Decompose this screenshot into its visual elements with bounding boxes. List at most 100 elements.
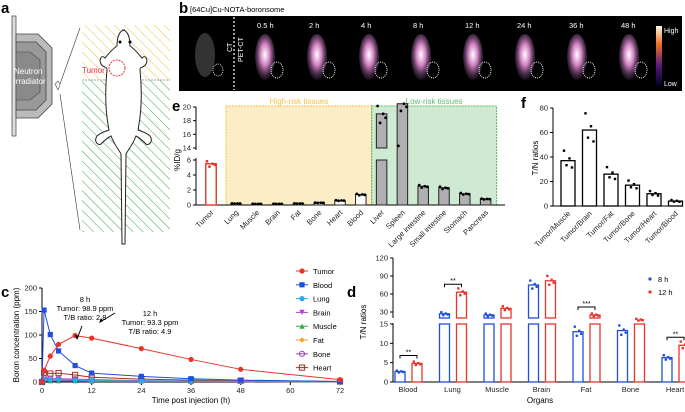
data-point — [259, 202, 263, 206]
data-point — [662, 353, 666, 357]
x-tick-label: 12 — [87, 386, 95, 395]
data-point — [417, 361, 420, 365]
data-point — [508, 308, 511, 311]
data-point — [627, 179, 630, 182]
data-point — [672, 200, 676, 203]
data-point — [417, 183, 421, 187]
irradiator-label-1: Neutron — [14, 67, 42, 76]
data-point — [639, 318, 642, 321]
data-point — [138, 373, 144, 379]
x-tick-label: Muscle — [485, 385, 509, 394]
legend-marker — [648, 277, 652, 281]
data-point — [618, 324, 621, 327]
timepoint-label: 36 h — [569, 21, 584, 30]
series-line — [41, 378, 341, 383]
data-point — [55, 348, 62, 354]
petct-label: PET-CT — [238, 36, 245, 62]
tumor-label: Tumor — [82, 66, 105, 75]
data-point — [188, 376, 194, 382]
y-tick-label: 15 — [380, 320, 388, 329]
y-tick-label: 0 — [33, 378, 37, 387]
y-tick-label: 18 — [183, 116, 191, 125]
data-point — [670, 198, 673, 202]
data-point — [213, 163, 217, 167]
pet-image — [411, 34, 431, 80]
data-point — [233, 202, 236, 206]
data-point — [395, 369, 399, 372]
significance-label: ** — [406, 349, 412, 356]
data-point — [337, 199, 340, 203]
data-point — [624, 331, 627, 334]
data-point — [459, 191, 463, 195]
legend-marker — [299, 323, 305, 329]
bar — [581, 129, 598, 207]
data-point — [597, 314, 600, 317]
data-point — [256, 202, 260, 206]
legend-marker — [299, 282, 305, 288]
data-point — [675, 199, 679, 203]
x-tick-label: Lung — [222, 208, 240, 226]
significance-bracket — [666, 336, 685, 341]
data-point — [444, 186, 447, 190]
tumor-marker — [108, 59, 126, 77]
data-point — [208, 165, 211, 169]
data-point — [552, 281, 555, 284]
legend-marker — [299, 296, 305, 302]
data-point — [577, 329, 581, 333]
y-tick-label: 16 — [183, 130, 191, 139]
annotation-text: Tumor: 93.3 ppm — [122, 318, 179, 327]
bar — [603, 173, 619, 207]
data-point — [446, 313, 450, 316]
data-point — [412, 360, 415, 363]
data-point — [586, 136, 590, 139]
tumor-outline — [426, 61, 440, 79]
significance-label: ** — [450, 278, 456, 285]
data-point — [384, 116, 387, 120]
x-tick-label: Brain — [263, 208, 282, 227]
data-point — [531, 287, 534, 290]
bar — [667, 200, 684, 207]
series-line — [41, 372, 341, 383]
panel-label-a: a — [1, 0, 10, 17]
bar-lower — [500, 323, 512, 383]
data-point — [138, 378, 144, 384]
ct-image — [195, 33, 215, 77]
data-point — [357, 193, 361, 197]
data-point — [464, 192, 468, 196]
data-point — [637, 319, 640, 322]
data-point — [651, 193, 654, 197]
annotation-text: Tumor: 98.9 ppm — [57, 304, 114, 313]
risk-group-label: High-risk tissues — [270, 97, 329, 106]
data-point — [485, 197, 489, 201]
bar — [375, 113, 388, 149]
y-tick-label: 6 — [187, 156, 191, 165]
panel-label-f: f — [521, 95, 527, 112]
timepoint-label: 0.5 h — [257, 21, 274, 30]
data-point — [546, 274, 549, 278]
legend-marker — [648, 290, 652, 294]
risk-group-box — [225, 105, 373, 206]
data-point — [592, 315, 595, 318]
data-point — [360, 193, 364, 196]
x-tick-label: Fat — [581, 385, 593, 394]
data-point — [461, 193, 465, 196]
data-point — [668, 357, 672, 360]
legend-label: Fat — [313, 336, 325, 345]
x-tick-label: 72 — [336, 386, 344, 395]
x-tick-label: Heart — [666, 385, 685, 394]
bar — [624, 184, 641, 207]
bar — [479, 198, 492, 206]
data-point — [138, 346, 144, 352]
data-point — [340, 199, 343, 202]
data-point — [72, 362, 78, 369]
data-point — [89, 370, 95, 376]
bar — [292, 203, 305, 206]
y-tick-label: 200 — [24, 284, 37, 293]
panel-label-c: c — [1, 284, 9, 301]
y-tick-label: 50 — [29, 354, 37, 363]
panel-b: b [64Cu]Cu-NOTA-boronsome CT PET-CT 0.5 … — [179, 0, 682, 91]
y-tick-label: 4 — [187, 171, 191, 180]
bar — [459, 193, 471, 206]
data-point — [238, 202, 242, 205]
data-point — [535, 285, 538, 289]
